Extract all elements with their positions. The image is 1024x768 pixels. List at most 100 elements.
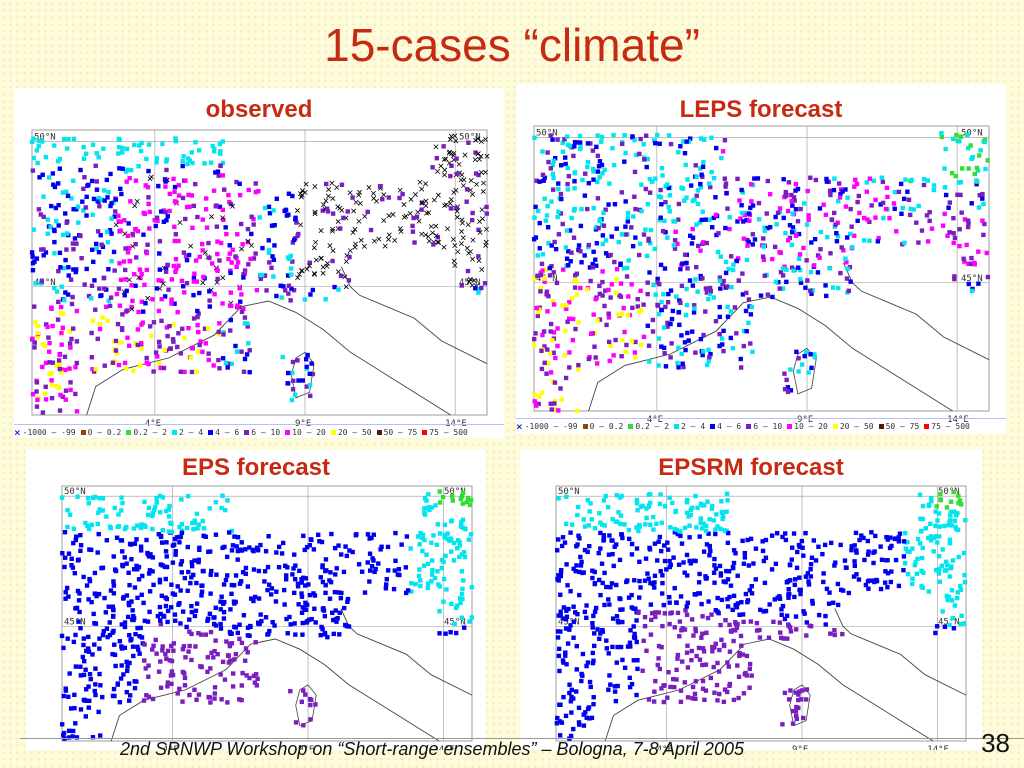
station-marker: [655, 280, 660, 285]
station-marker: [96, 591, 102, 597]
station-marker: [150, 526, 155, 532]
station-nodata-marker: [298, 222, 304, 228]
station-marker: [332, 589, 338, 595]
station-marker: [794, 349, 799, 355]
station-marker: [663, 364, 669, 369]
station-marker: [293, 632, 298, 637]
station-nodata-marker: [435, 169, 440, 175]
station-marker: [773, 279, 779, 284]
station-marker: [97, 507, 102, 512]
station-marker: [701, 332, 706, 338]
station-marker: [328, 570, 333, 575]
station-nodata-marker: [353, 199, 359, 205]
station-marker: [243, 565, 249, 571]
station-marker: [160, 495, 166, 500]
station-marker: [286, 291, 291, 296]
station-marker: [577, 722, 582, 727]
station-marker: [948, 509, 954, 515]
station-marker: [712, 645, 717, 650]
station-marker: [199, 241, 205, 247]
station-marker: [878, 586, 884, 592]
station-marker: [836, 181, 842, 186]
station-marker: [180, 609, 186, 614]
station-marker: [292, 552, 297, 557]
station-marker: [721, 278, 726, 284]
station-marker: [160, 644, 165, 649]
station-marker: [672, 219, 678, 224]
station-marker: [533, 204, 538, 210]
station-marker: [182, 369, 187, 375]
station-marker: [476, 227, 481, 233]
station-marker: [594, 241, 600, 246]
station-marker: [66, 694, 71, 699]
station-marker: [619, 232, 625, 237]
station-marker: [798, 280, 804, 285]
station-marker: [40, 410, 46, 415]
station-marker: [279, 295, 284, 300]
station-marker: [777, 620, 783, 625]
station-marker: [931, 187, 937, 193]
station-marker: [403, 565, 409, 570]
station-marker: [763, 555, 769, 560]
station-marker: [664, 182, 670, 187]
station-marker: [122, 555, 127, 560]
panel-title-epsrm: EPSRM forecast: [658, 454, 844, 481]
station-marker: [713, 319, 719, 324]
station-marker: [698, 185, 703, 190]
station-marker: [629, 338, 635, 344]
station-marker: [793, 181, 799, 187]
station-marker: [687, 278, 693, 283]
station-marker: [399, 542, 404, 547]
station-marker: [295, 358, 300, 363]
station-marker: [123, 246, 128, 251]
station-marker: [676, 562, 682, 567]
station-marker: [865, 217, 870, 222]
station-nodata-marker: [478, 139, 484, 145]
station-marker: [197, 290, 202, 296]
station-marker: [61, 693, 66, 699]
station-marker: [675, 656, 680, 661]
station-marker: [354, 532, 359, 537]
station-marker: [373, 566, 378, 572]
station-marker: [684, 612, 690, 618]
station-marker: [187, 204, 192, 209]
station-marker: [117, 303, 123, 308]
station-marker: [264, 288, 269, 293]
station-marker: [435, 569, 440, 574]
station-marker: [86, 649, 92, 654]
station-marker: [544, 267, 550, 273]
station-marker: [920, 516, 926, 522]
station-marker: [233, 254, 238, 259]
station-marker: [558, 573, 564, 579]
station-marker: [245, 321, 250, 326]
station-marker: [854, 181, 860, 187]
station-marker: [338, 595, 344, 601]
station-marker: [460, 596, 465, 602]
station-marker: [155, 613, 161, 619]
station-marker: [949, 523, 954, 528]
station-marker: [750, 203, 756, 208]
station-marker: [682, 340, 688, 345]
station-marker: [835, 285, 841, 291]
station-marker: [323, 583, 328, 588]
station-marker: [105, 634, 110, 640]
station-marker: [692, 303, 697, 308]
station-marker: [59, 722, 65, 727]
station-marker: [158, 209, 164, 214]
station-nodata-marker: [126, 277, 132, 283]
station-marker: [292, 621, 297, 626]
station-marker: [181, 644, 187, 649]
legend-swatch: [244, 429, 250, 435]
station-marker: [85, 523, 90, 529]
station-marker: [253, 672, 259, 677]
station-marker: [684, 650, 690, 655]
station-marker: [717, 275, 723, 280]
station-marker: [457, 554, 462, 560]
station-marker: [560, 303, 565, 308]
station-marker: [36, 143, 41, 149]
legend-item: 0.2 – 2: [628, 422, 669, 431]
station-marker: [643, 522, 648, 527]
station-nodata-marker: [430, 230, 436, 236]
station-marker: [35, 335, 40, 340]
station-nodata-marker: [476, 258, 482, 264]
